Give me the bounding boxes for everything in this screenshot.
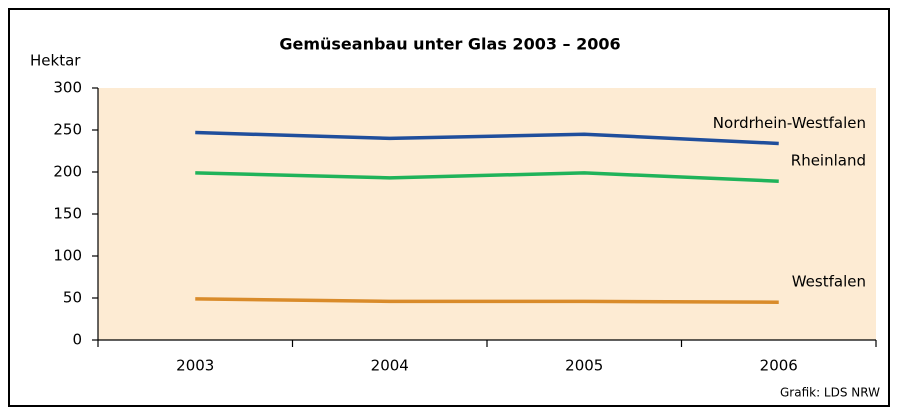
series-line [195, 130, 779, 146]
series-line [195, 297, 779, 304]
y-tick-label: 250 [53, 121, 82, 139]
y-axis-label: Hektar [30, 52, 81, 70]
series-line [195, 171, 779, 183]
chart-title: Gemüseanbau unter Glas 2003 – 2006 [279, 35, 620, 54]
frame [8, 8, 890, 407]
y-tick-label: 150 [53, 205, 82, 223]
y-tick-label: 300 [53, 79, 82, 97]
source: Grafik: LDS NRW [780, 386, 880, 400]
y-tick-label: 200 [53, 163, 82, 181]
x-tick-label: 2005 [565, 357, 603, 375]
x-tick-label: 2006 [760, 357, 798, 375]
series-label: Nordrhein-Westfalen [713, 114, 866, 132]
y-tick-label: 100 [53, 247, 82, 265]
y-tick-label: 50 [63, 289, 82, 307]
x-tick-label: 2004 [371, 357, 409, 375]
y-tick-label: 0 [72, 331, 82, 349]
series-label: Rheinland [791, 152, 866, 170]
x-tick-label: 2003 [176, 357, 214, 375]
series-label: Westfalen [792, 273, 866, 291]
